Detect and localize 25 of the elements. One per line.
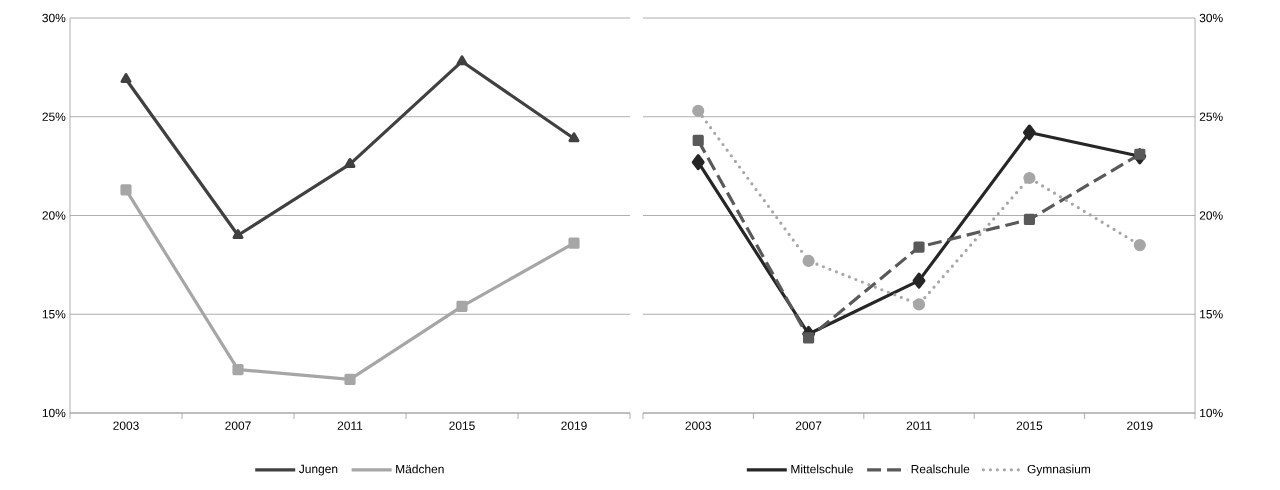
legend-label: Realschule <box>911 464 970 474</box>
y-tick-label: 25% <box>42 112 66 121</box>
x-tick-label: 2011 <box>337 421 363 430</box>
y-tick-label: 10% <box>1200 408 1223 418</box>
legend-label: Mädchen <box>396 464 444 474</box>
y-tick-label: 20% <box>1199 211 1223 220</box>
legend-label: Gymnasium <box>1027 464 1091 476</box>
y-tick-label: 10% <box>42 408 66 418</box>
x-tick-label: 2011 <box>906 421 932 430</box>
y-tick-label: 25% <box>1199 112 1223 121</box>
x-tick-label: 2015 <box>449 421 475 430</box>
legend-label: Jungen <box>298 464 338 476</box>
x-tick-label: 2015 <box>1016 421 1043 430</box>
x-tick-label: 2003 <box>685 421 711 430</box>
x-tick-label: 2003 <box>113 421 139 430</box>
y-tick-label: 15% <box>42 310 66 319</box>
y-tick-label: 30% <box>42 13 66 23</box>
legend-label: Mittelschule <box>791 464 853 474</box>
y-tick-label: 20% <box>42 211 66 220</box>
x-tick-label: 2019 <box>1127 421 1153 430</box>
x-tick-label: 2007 <box>795 421 822 430</box>
y-tick-label: 30% <box>1199 13 1223 23</box>
x-tick-label: 2019 <box>561 421 587 430</box>
y-tick-label: 15% <box>1200 310 1223 319</box>
x-tick-label: 2007 <box>225 421 251 430</box>
